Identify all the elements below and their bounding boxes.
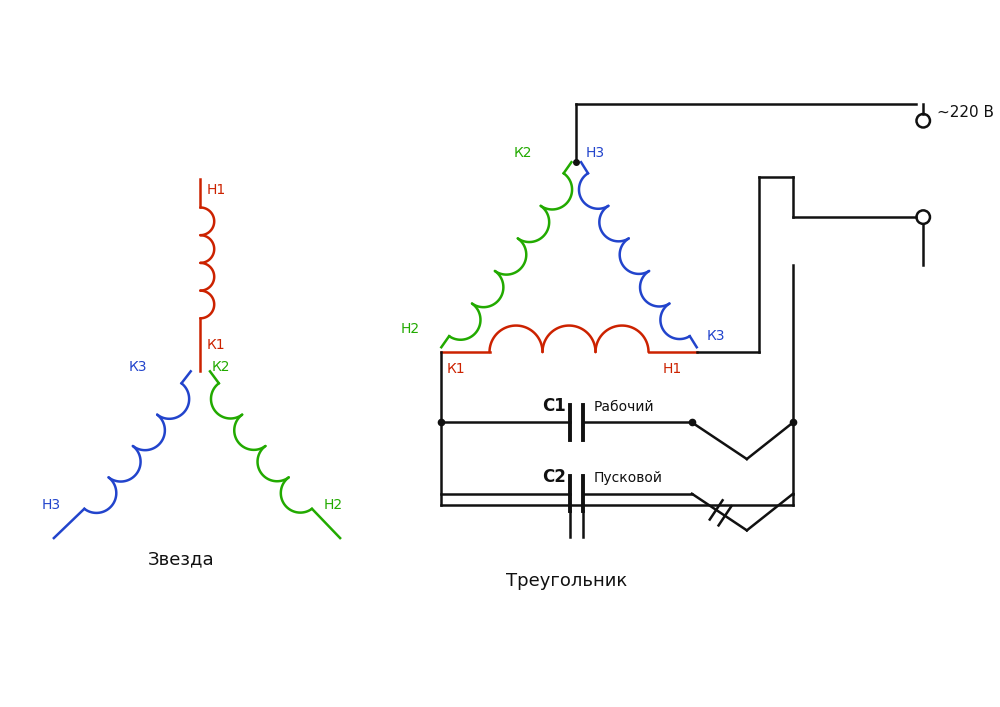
Text: Н2: Н2: [324, 498, 343, 512]
Text: К2: К2: [514, 146, 532, 160]
Text: Звезда: Звезда: [148, 550, 214, 568]
Text: Н1: Н1: [207, 183, 226, 197]
Text: К2: К2: [212, 361, 230, 374]
Text: Н3: Н3: [41, 498, 60, 512]
Text: К3: К3: [129, 361, 147, 374]
Text: К3: К3: [706, 329, 725, 344]
Text: С2: С2: [543, 468, 566, 486]
Text: К1: К1: [207, 338, 226, 351]
Text: ~220 В: ~220 В: [937, 105, 994, 120]
Text: Рабочий: Рабочий: [594, 400, 654, 414]
Text: Н3: Н3: [586, 146, 605, 160]
Text: К1: К1: [446, 362, 465, 376]
Text: Н2: Н2: [401, 322, 420, 336]
Text: Пусковой: Пусковой: [594, 471, 663, 485]
Text: Н1: Н1: [663, 362, 682, 376]
Text: С1: С1: [543, 397, 566, 415]
Text: Треугольник: Треугольник: [506, 572, 627, 590]
